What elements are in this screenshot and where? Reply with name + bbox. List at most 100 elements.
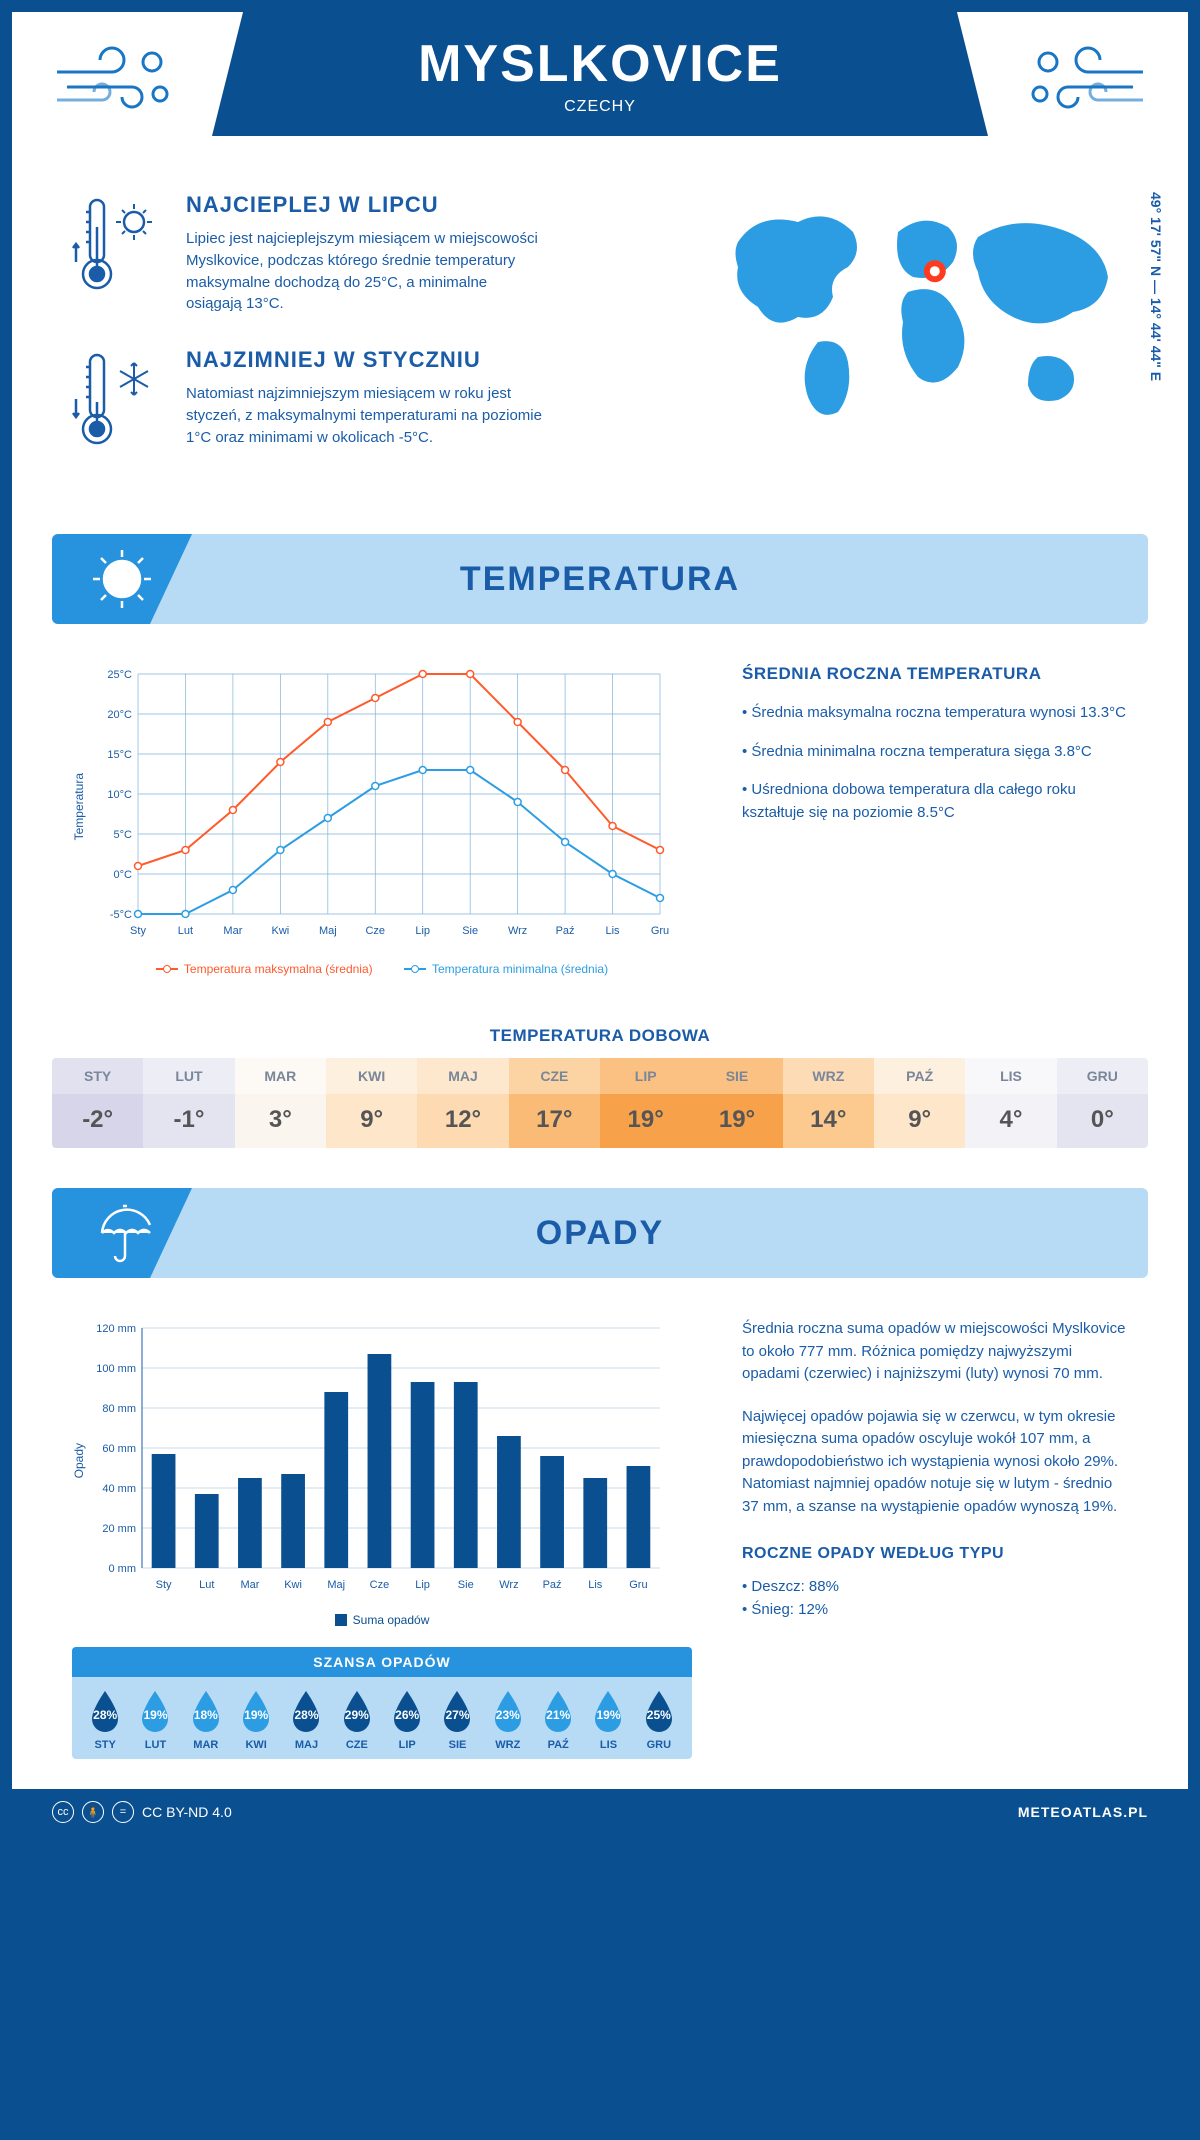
svg-text:Sty: Sty [156,1579,172,1591]
svg-text:Lis: Lis [606,925,621,937]
precip-legend: Suma opadów [72,1613,692,1629]
precipitation-body: Opady 0 mm20 mm40 mm60 mm80 mm100 mm120 … [12,1308,1188,1789]
svg-text:60 mm: 60 mm [103,1443,137,1455]
nd-icon: = [112,1801,134,1823]
rain-chance-cell: 29% CZE [332,1689,382,1751]
rain-chance-month: SIE [432,1739,482,1751]
rain-chance-cell: 27% SIE [432,1689,482,1751]
svg-text:Lut: Lut [178,925,193,937]
title-banner: MYSLKOVICE CZECHY [212,12,988,136]
header: MYSLKOVICE CZECHY [12,12,1188,172]
yearly-precip-title: ROCZNE OPADY WEDŁUG TYPU [742,1542,1128,1566]
intro-text-col: NAJCIEPLEJ W LIPCU Lipiec jest najcieple… [72,192,668,494]
daily-temp-value: 9° [326,1094,417,1148]
temperature-body: Temperatura -5°C0°C5°C10°C15°C20°C25°CSt… [12,654,1188,1006]
footer: cc 🧍 = CC BY-ND 4.0 METEOATLAS.PL [12,1789,1188,1835]
rain-chance-cell: 18%MAR [181,1689,231,1751]
daily-month-header: LIS [965,1058,1056,1094]
rain-chance-cell: 26%LIP [382,1689,432,1751]
rain-pct: Deszcz: 88% [742,1576,1128,1599]
daily-month-header: KWI [326,1058,417,1094]
svg-text:120 mm: 120 mm [97,1323,137,1335]
svg-text:15°C: 15°C [108,749,133,761]
svg-text:20°C: 20°C [108,709,133,721]
precip-p2: Najwięcej opadów pojawia się w czerwcu, … [742,1406,1128,1519]
svg-text:Mar: Mar [241,1579,260,1591]
raindrop-icon: 26% [390,1689,424,1733]
daily-month-header: STY [52,1058,143,1094]
rain-chance-month: LIS [583,1739,633,1751]
svg-text:100 mm: 100 mm [97,1363,137,1375]
by-icon: 🧍 [82,1801,104,1823]
precipitation-banner: OPADY [52,1188,1148,1278]
rain-chance-month: PAŹ [533,1739,583,1751]
hottest-text: Lipiec jest najcieplejszym miesiącem w m… [186,228,546,315]
svg-text:Gru: Gru [651,925,669,937]
legend-min: Temperatura minimalna (średnia) [432,962,608,976]
svg-text:Sie: Sie [463,925,479,937]
raindrop-icon: 29% [340,1689,374,1733]
daily-month-header: MAR [235,1058,326,1094]
rain-chance-cell: 28%MAJ [281,1689,331,1751]
svg-text:Maj: Maj [319,925,337,937]
legend-sum: Suma opadów [353,1613,430,1627]
thermometer-snow-icon [72,347,162,462]
raindrop-icon: 23% [491,1689,525,1733]
svg-text:0°C: 0°C [114,869,133,881]
daily-month-header: MAJ [417,1058,508,1094]
temperature-banner: TEMPERATURA [52,534,1148,624]
city-name: MYSLKOVICE [212,34,988,94]
daily-temp-value: 14° [783,1094,874,1148]
svg-text:20 mm: 20 mm [103,1523,137,1535]
svg-text:40 mm: 40 mm [103,1483,137,1495]
coordinates: 49° 17' 57" N — 14° 44' 44" E [1148,192,1164,432]
raindrop-icon: 25% [642,1689,676,1733]
snow-pct: Śnieg: 12% [742,1599,1128,1622]
location-marker-icon [924,260,946,282]
rain-chance-month: MAR [181,1739,231,1751]
rain-chance-cell: 21%PAŹ [533,1689,583,1751]
daily-month-header: LUT [143,1058,234,1094]
svg-text:Wrz: Wrz [500,1579,519,1591]
avg-temp-b2: Średnia minimalna roczna temperatura się… [742,741,1128,764]
daily-month-header: PAŹ [874,1058,965,1094]
svg-text:-5°C: -5°C [110,909,132,921]
svg-text:5°C: 5°C [114,829,133,841]
license-text: CC BY-ND 4.0 [142,1804,232,1820]
temperature-title: TEMPERATURA [192,560,1008,599]
daily-temp-value: 19° [691,1094,782,1148]
rain-chance-month: CZE [332,1739,382,1751]
temp-legend: Temperatura maksymalna (średnia) Tempera… [72,959,692,976]
avg-temp-b1: Średnia maksymalna roczna temperatura wy… [742,702,1128,725]
svg-text:Sty: Sty [131,925,147,937]
svg-text:Gru: Gru [630,1579,648,1591]
hottest-title: NAJCIEPLEJ W LIPCU [186,192,546,218]
precip-y-label: Opady [72,1443,86,1478]
daily-temp-value: 4° [965,1094,1056,1148]
avg-temp-b3: Uśredniona dobowa temperatura dla całego… [742,779,1128,824]
avg-temp-title: ŚREDNIA ROCZNA TEMPERATURA [742,664,1128,684]
daily-temp-value: 9° [874,1094,965,1148]
svg-text:Kwi: Kwi [272,925,290,937]
daily-month-header: WRZ [783,1058,874,1094]
rain-chance-box: SZANSA OPADÓW 28%STY19%LUT18%MAR19%KWI28… [72,1647,692,1759]
raindrop-icon: 27% [440,1689,474,1733]
sun-icon [52,534,192,624]
raindrop-icon: 28% [88,1689,122,1733]
daily-temp-value: 19° [600,1094,691,1148]
svg-text:10°C: 10°C [108,789,133,801]
daily-month-header: CZE [509,1058,600,1094]
wind-icon-left [52,12,232,127]
wind-icon-right [968,12,1148,127]
intro-section: NAJCIEPLEJ W LIPCU Lipiec jest najcieple… [12,172,1188,534]
cc-icon: cc [52,1801,74,1823]
precip-text: Średnia roczna suma opadów w miejscowośc… [742,1318,1128,1759]
rain-chance-cell: 19%KWI [231,1689,281,1751]
raindrop-icon: 19% [138,1689,172,1733]
rain-chance-cell: 23%WRZ [483,1689,533,1751]
precip-p1: Średnia roczna suma opadów w miejscowośc… [742,1318,1128,1386]
rain-chance-month: LUT [130,1739,180,1751]
temp-info: ŚREDNIA ROCZNA TEMPERATURA Średnia maksy… [742,664,1128,976]
daily-month-header: LIP [600,1058,691,1094]
svg-text:Cze: Cze [366,925,386,937]
